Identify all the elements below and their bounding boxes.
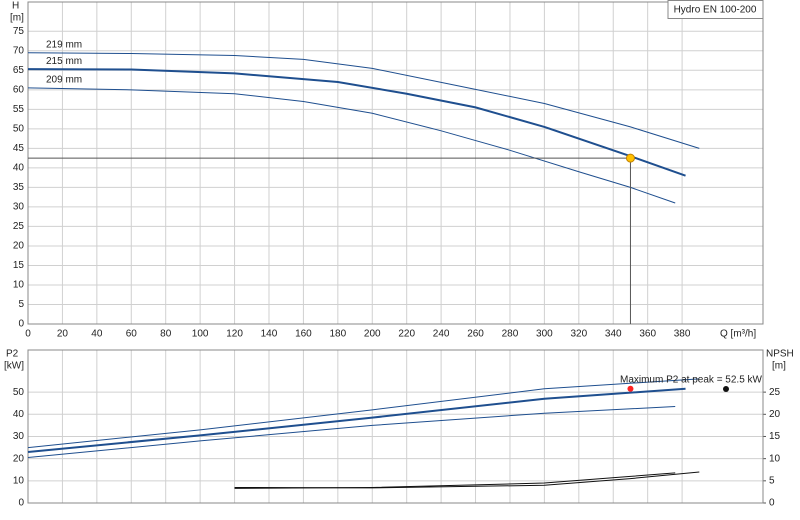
x-tick-label: 40: [91, 329, 103, 340]
x-tick-label: 160: [295, 329, 312, 340]
x-tick-label: 80: [160, 329, 172, 340]
x-tick-label: 60: [126, 329, 138, 340]
curve: [27, 406, 676, 459]
curve: [27, 68, 686, 177]
x-tick-label: 120: [226, 329, 243, 340]
curve-label: 215 mm: [46, 56, 82, 67]
y-axis-unit: [kW]: [4, 361, 24, 372]
y2-tick-label: 25: [769, 387, 781, 398]
curve-label: 209 mm: [46, 75, 82, 86]
y-tick-label: 20: [13, 241, 25, 252]
y-tick-label: 0: [18, 498, 24, 509]
x-tick-label: 320: [570, 329, 587, 340]
x-tick-label: 220: [398, 329, 415, 340]
y-tick-label: 30: [13, 202, 25, 213]
x-tick-label: 100: [192, 329, 209, 340]
y-tick-label: 55: [13, 104, 25, 115]
chart-title: Hydro EN 100-200: [674, 5, 757, 16]
x-tick-label: 260: [467, 329, 484, 340]
x-tick-label: 360: [639, 329, 656, 340]
y-tick-label: 40: [13, 163, 25, 174]
x-axis-label: Q [m³/h]: [720, 329, 756, 340]
title-box: [667, 0, 764, 19]
y-tick-label: 10: [13, 475, 25, 486]
x-tick-label: 240: [433, 329, 450, 340]
y-tick-label: 40: [13, 409, 25, 420]
y-tick-label: 25: [13, 221, 25, 232]
y-tick-label: 30: [13, 431, 25, 442]
y-tick-label: 0: [18, 319, 24, 330]
y-tick-label: 65: [13, 65, 25, 76]
y-tick-label: 50: [13, 123, 25, 134]
y-tick-label: 75: [13, 26, 25, 37]
y-axis-unit: [m]: [10, 13, 24, 24]
y2-tick-label: 20: [769, 409, 781, 420]
duty-point: [625, 153, 635, 163]
y-axis-label: H: [12, 1, 19, 12]
x-tick-label: 280: [502, 329, 519, 340]
curve: [27, 378, 700, 449]
plot-frame: [27, 1, 764, 325]
annotation-marker: [723, 386, 729, 392]
y-tick-label: 50: [13, 387, 25, 398]
y2-axis-label: NPSH: [766, 349, 794, 360]
x-tick-label: 340: [605, 329, 622, 340]
y2-tick-label: 0: [769, 498, 775, 509]
curve-label: 219 mm: [46, 39, 82, 50]
curve: [27, 87, 676, 204]
y-tick-label: 10: [13, 280, 25, 291]
y-tick-label: 15: [13, 260, 25, 271]
duty-point: [627, 385, 634, 392]
y2-tick-label: 5: [769, 475, 775, 486]
y-tick-label: 60: [13, 84, 25, 95]
plot-frame: [27, 349, 764, 504]
plot-area: [28, 2, 763, 324]
x-tick-label: 180: [329, 329, 346, 340]
x-tick-label: 20: [57, 329, 69, 340]
x-tick-label: 0: [25, 329, 31, 340]
y-tick-label: 20: [13, 453, 25, 464]
y-axis-label: P2: [6, 349, 19, 360]
curve: [27, 52, 700, 149]
x-tick-label: 200: [364, 329, 381, 340]
y2-axis-unit: [m]: [772, 361, 786, 372]
y-tick-label: 70: [13, 45, 25, 56]
x-tick-label: 380: [674, 329, 691, 340]
y-tick-label: 45: [13, 143, 25, 154]
x-tick-label: 300: [536, 329, 553, 340]
y-tick-label: 5: [18, 299, 24, 310]
curve: [234, 472, 676, 489]
x-tick-label: 140: [261, 329, 278, 340]
y-tick-label: 35: [13, 182, 25, 193]
curve: [27, 387, 686, 453]
annotation: Maximum P2 at peak = 52.5 kW: [620, 375, 763, 386]
y2-tick-label: 10: [769, 453, 781, 464]
y2-tick-label: 15: [769, 431, 781, 442]
plot-area: [28, 350, 763, 503]
